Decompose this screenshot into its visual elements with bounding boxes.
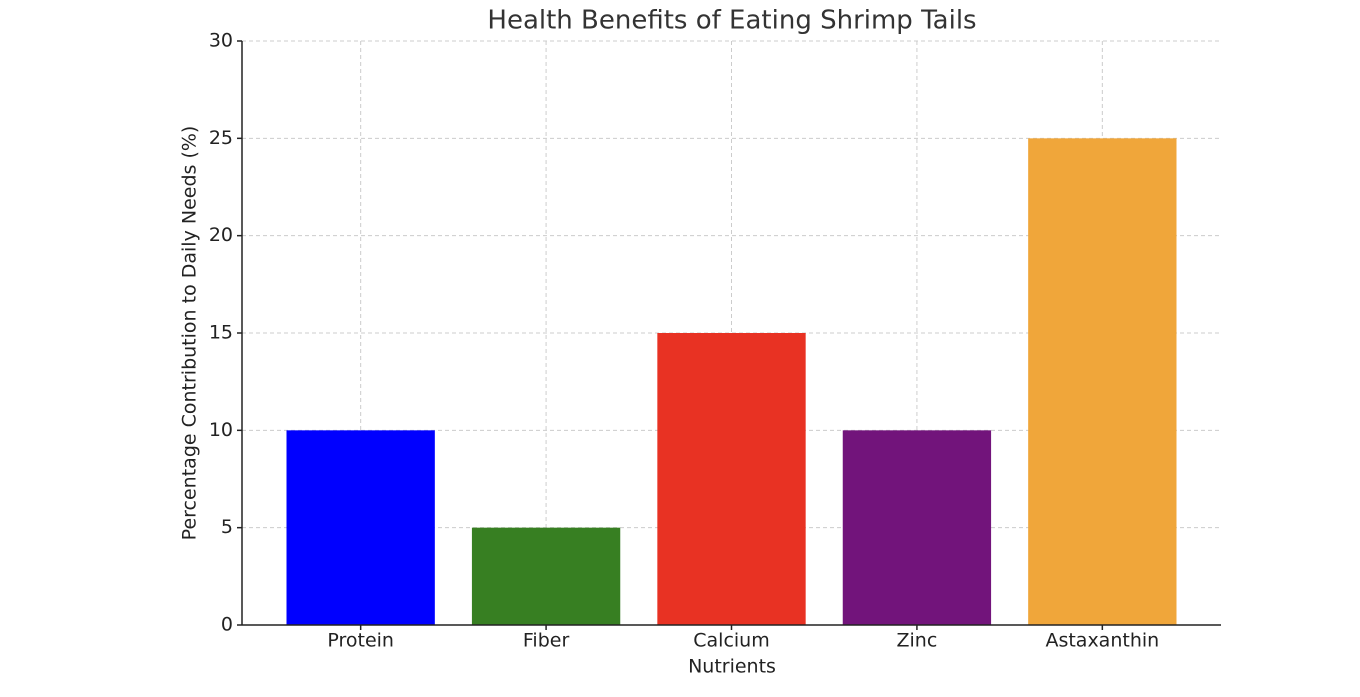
bar (842, 430, 992, 625)
y-tick-label: 10 (209, 419, 233, 441)
chart-title: Health Benefits of Eating Shrimp Tails (487, 6, 976, 36)
y-tick-label: 5 (221, 516, 233, 538)
bar (1028, 138, 1177, 626)
y-tick-label: 25 (209, 127, 233, 149)
bar (657, 333, 806, 625)
y-tick-label: 20 (209, 224, 233, 246)
y-tick-label: 0 (221, 614, 233, 636)
y-tick-label: 30 (209, 30, 233, 52)
x-tick-label: Protein (327, 630, 394, 652)
x-axis-label: Nutrients (688, 656, 776, 678)
x-tick-label: Calcium (693, 630, 769, 652)
x-tick-label: Astaxanthin (1045, 630, 1159, 652)
x-tick-label: Zinc (897, 630, 938, 652)
y-tick-label: 15 (209, 322, 233, 344)
y-axis-label: Percentage Contribution to Daily Needs (… (179, 126, 201, 541)
bar (471, 527, 621, 625)
x-tick-label: Fiber (523, 630, 570, 652)
bar (286, 430, 435, 625)
